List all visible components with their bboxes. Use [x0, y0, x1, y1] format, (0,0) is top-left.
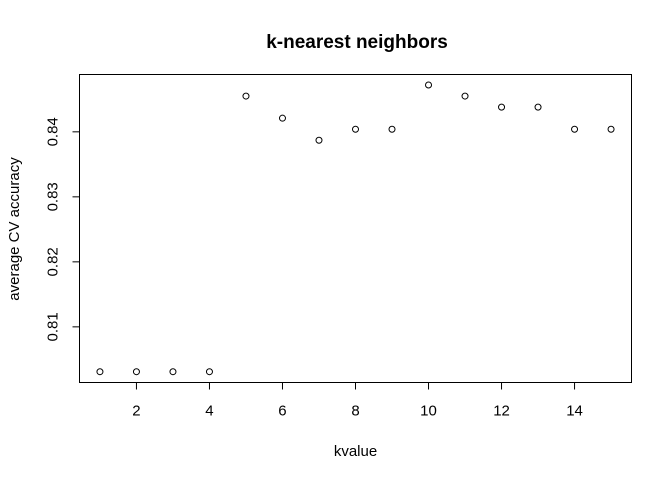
data-point: [388, 125, 396, 133]
x-tick-label: 2: [132, 403, 140, 420]
y-tick-label: 0.83: [45, 182, 62, 211]
data-point: [352, 125, 359, 133]
y-axis: 0.81 0.82 0.83 0.84: [45, 117, 80, 341]
x-axis: 2 4 6 8 10 12 14: [132, 382, 583, 420]
chart-title: k-nearest neighbors: [266, 32, 448, 53]
data-point: [132, 368, 140, 376]
data-point: [205, 368, 213, 376]
data-point: [498, 103, 506, 111]
x-tick-label: 10: [420, 403, 437, 420]
data-point: [461, 92, 469, 100]
y-axis-label: average CV accuracy: [6, 157, 23, 301]
plot-area: [79, 74, 632, 383]
y-tick-label: 0.81: [45, 312, 62, 341]
x-tick-label: 4: [205, 403, 213, 420]
data-point: [315, 136, 323, 144]
data-point: [534, 103, 542, 111]
x-axis-label: kvalue: [334, 443, 377, 460]
data-point: [96, 368, 104, 376]
data-points: [96, 81, 615, 376]
x-tick-label: 6: [278, 403, 286, 420]
y-tick-label: 0.84: [45, 117, 62, 146]
x-tick-label: 8: [351, 403, 359, 420]
data-point: [425, 81, 433, 89]
data-point: [242, 92, 250, 100]
y-tick-label: 0.82: [45, 247, 62, 276]
x-tick-label: 12: [493, 403, 510, 420]
data-point: [278, 114, 286, 122]
data-point: [607, 125, 615, 133]
x-tick-label: 14: [566, 403, 583, 420]
data-point: [169, 368, 177, 376]
data-point: [571, 125, 579, 133]
